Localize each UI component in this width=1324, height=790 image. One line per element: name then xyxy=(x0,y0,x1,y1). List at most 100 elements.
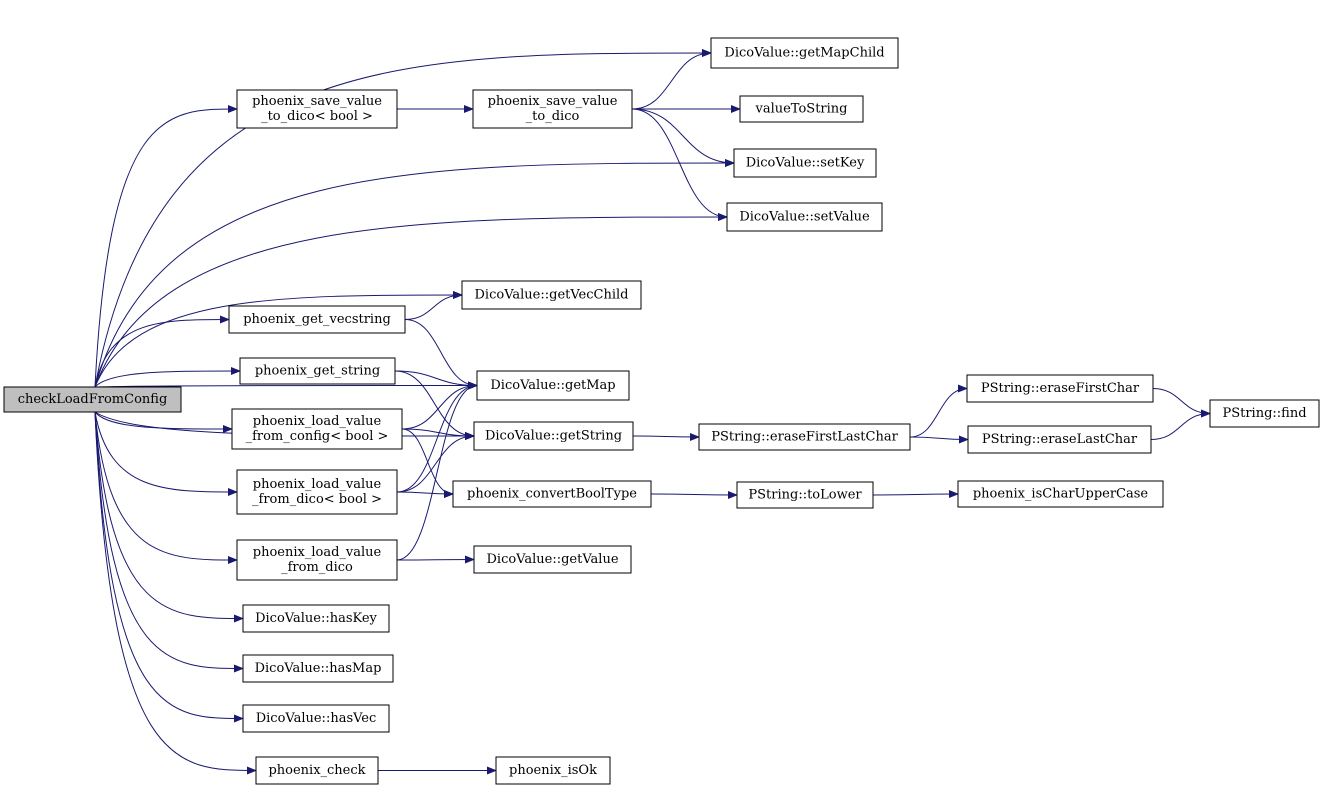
node-label: PString::eraseFirstLastChar xyxy=(711,430,898,445)
edge xyxy=(94,213,728,388)
edge xyxy=(396,555,475,564)
node-label: _from_dico xyxy=(281,560,353,575)
node-label: phoenix_load_value xyxy=(253,414,382,429)
edge xyxy=(909,384,968,438)
node-label: DicoValue::setKey xyxy=(746,156,865,171)
edge xyxy=(94,381,478,390)
node-box xyxy=(242,704,390,733)
edge xyxy=(1150,409,1211,440)
node-label: phoenix_check xyxy=(268,763,365,778)
node-box xyxy=(473,545,632,574)
node-box xyxy=(710,37,899,69)
edge xyxy=(909,435,969,444)
node-label: phoenix_load_value xyxy=(253,477,382,492)
edge xyxy=(872,490,959,499)
node: valueToString xyxy=(739,95,864,123)
edge xyxy=(401,381,478,430)
node-box xyxy=(736,481,874,509)
node-label: PString::find xyxy=(1222,406,1306,421)
node-label: checkLoadFromConfig xyxy=(18,392,168,407)
edge xyxy=(394,370,475,440)
node-label: DicoValue::hasVec xyxy=(256,711,377,726)
node-box xyxy=(3,386,182,413)
node-box xyxy=(967,425,1152,454)
node-label: DicoValue::getVecChild xyxy=(475,288,629,303)
edge xyxy=(396,489,454,498)
node-box xyxy=(472,89,633,129)
node-box xyxy=(698,423,911,451)
node-label: phoenix_get_string xyxy=(255,364,380,379)
edge xyxy=(94,159,735,388)
node: DicoValue::setValue xyxy=(726,202,883,232)
node: phoenix_load_value_from_config< bool > xyxy=(231,408,403,450)
edge xyxy=(94,411,244,723)
node-label: phoenix_isCharUpperCase xyxy=(973,487,1149,502)
node: DicoValue::getValue xyxy=(473,545,632,574)
node-label: _from_config< bool > xyxy=(246,429,389,444)
edge xyxy=(94,105,238,388)
node-box xyxy=(473,421,634,451)
node: DicoValue::hasVec xyxy=(242,704,390,733)
node-box xyxy=(726,202,883,232)
edge xyxy=(94,411,238,564)
node: phoenix_get_string xyxy=(239,357,396,385)
node: phoenix_convertBoolType xyxy=(452,480,652,508)
node-box xyxy=(957,480,1164,508)
node-box xyxy=(236,539,398,581)
node: PString::find xyxy=(1209,399,1320,428)
edge xyxy=(631,49,712,110)
node-box xyxy=(242,604,390,633)
node: phoenix_get_vecstring xyxy=(228,305,406,334)
node-label: phoenix_load_value xyxy=(253,545,382,560)
edges xyxy=(94,49,1211,775)
edge xyxy=(394,370,478,390)
node-label: DicoValue::getString xyxy=(485,429,622,444)
node: PString::toLower xyxy=(736,481,874,509)
node: DicoValue::setKey xyxy=(733,148,877,178)
node-label: _to_dico< bool > xyxy=(261,109,373,124)
edge xyxy=(94,411,244,673)
node-label: _to_dico xyxy=(526,109,580,124)
edge xyxy=(94,367,241,388)
edge xyxy=(396,432,475,493)
node: DicoValue::getMapChild xyxy=(710,37,899,69)
node-box xyxy=(1209,399,1320,428)
node-box xyxy=(739,95,864,123)
node: PString::eraseFirstChar xyxy=(966,374,1154,403)
node: DicoValue::getString xyxy=(473,421,634,451)
edge xyxy=(631,108,735,167)
node: DicoValue::hasKey xyxy=(242,604,390,633)
edge xyxy=(94,411,257,775)
node-box xyxy=(236,469,398,515)
edge xyxy=(1152,388,1211,418)
edge xyxy=(94,411,238,496)
node-box xyxy=(966,374,1154,403)
node-label: PString::eraseLastChar xyxy=(982,432,1138,447)
node-box xyxy=(231,408,403,450)
node-box xyxy=(236,89,398,129)
node-label: phoenix_convertBoolType xyxy=(467,487,637,502)
node-label: phoenix_save_value xyxy=(252,94,382,109)
node-label: PString::toLower xyxy=(748,488,862,503)
node-label: phoenix_isOk xyxy=(509,763,597,778)
edge xyxy=(94,411,233,433)
node: DicoValue::getVecChild xyxy=(461,280,642,310)
edge xyxy=(396,381,478,493)
edge xyxy=(396,381,478,561)
node-label: phoenix_save_value xyxy=(488,94,618,109)
edge xyxy=(404,319,478,390)
node-box xyxy=(239,357,396,385)
node-box xyxy=(452,480,652,508)
node: phoenix_isOk xyxy=(495,756,611,785)
node-box xyxy=(255,756,379,785)
node: phoenix_isCharUpperCase xyxy=(957,480,1164,508)
node: PString::eraseFirstLastChar xyxy=(698,423,911,451)
node: phoenix_check xyxy=(255,756,379,785)
node-label: DicoValue::hasMap xyxy=(255,661,382,676)
node: DicoValue::getMap xyxy=(476,370,630,401)
node-box xyxy=(733,148,877,178)
node-label: DicoValue::getValue xyxy=(486,552,618,567)
edge xyxy=(631,108,728,221)
